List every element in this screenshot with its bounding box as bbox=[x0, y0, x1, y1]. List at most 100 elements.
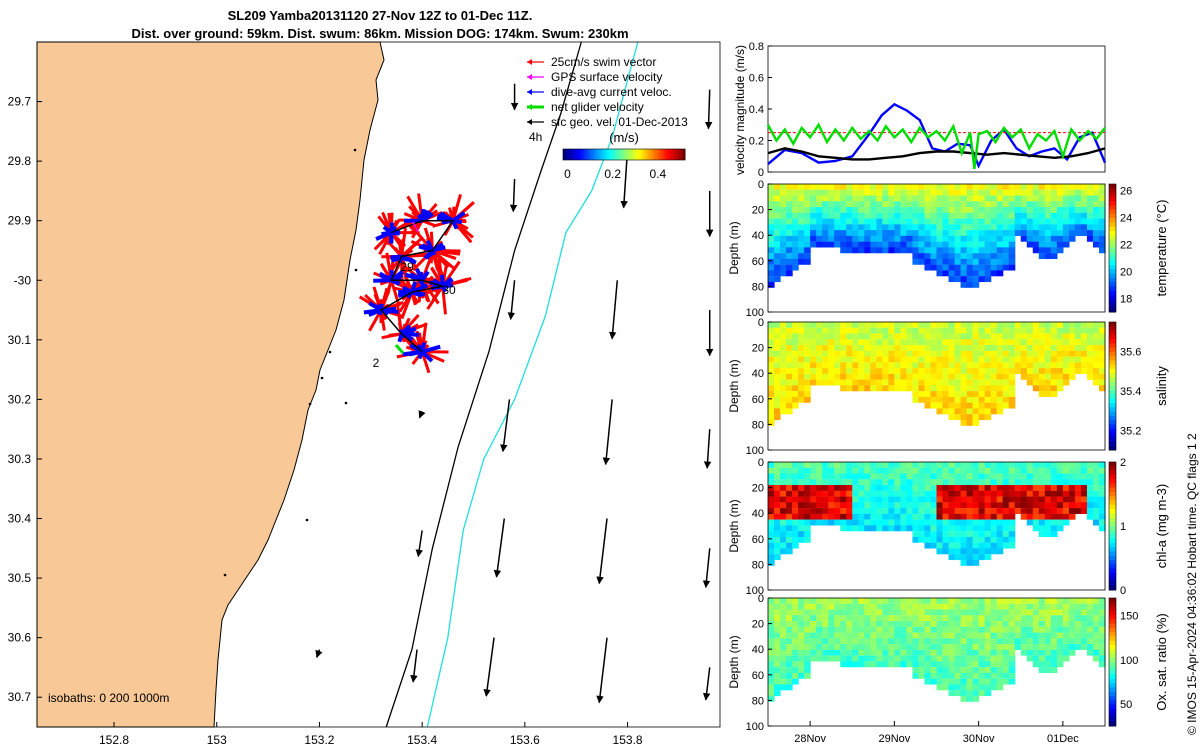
profile-cell bbox=[846, 195, 853, 202]
profile-cell bbox=[786, 485, 793, 491]
profile-cell bbox=[990, 479, 998, 486]
profile-cell bbox=[768, 615, 775, 622]
profile-cell bbox=[870, 195, 877, 202]
profile-cell bbox=[1002, 678, 1010, 685]
profile-cell bbox=[816, 368, 823, 374]
profile-cell bbox=[870, 224, 877, 231]
depth-tick-label: 100 bbox=[746, 585, 764, 597]
profile-cell bbox=[774, 644, 781, 650]
profile-cell bbox=[870, 247, 877, 254]
profile-cell bbox=[840, 462, 847, 468]
dive-avg-current-vector bbox=[414, 268, 424, 282]
colorbar-cell bbox=[651, 149, 655, 160]
profile-cell bbox=[840, 485, 847, 491]
legend-swatch-head bbox=[527, 119, 532, 125]
profile-cell bbox=[996, 218, 1004, 225]
profile-cell bbox=[1050, 350, 1058, 357]
profile-cell bbox=[1068, 333, 1076, 340]
profile-cell bbox=[1056, 362, 1064, 369]
colorbar-cell bbox=[1109, 585, 1116, 591]
profile-cell bbox=[918, 519, 926, 526]
profile-cell bbox=[996, 519, 1004, 526]
profile-cell bbox=[1038, 362, 1046, 369]
profile-cell bbox=[822, 496, 829, 503]
profile-cell bbox=[828, 201, 835, 208]
colorbar-frame bbox=[1108, 597, 1117, 727]
colorbar-cell bbox=[1109, 487, 1116, 493]
profile-cell bbox=[954, 224, 962, 231]
profile-cell bbox=[912, 230, 920, 236]
profile-cell bbox=[948, 508, 956, 514]
profile-cell bbox=[870, 513, 877, 520]
profile-cell bbox=[888, 241, 895, 248]
profile-cell bbox=[954, 467, 962, 474]
profile-cell bbox=[894, 368, 901, 374]
profile-cell bbox=[1038, 655, 1046, 662]
profile-cell bbox=[894, 655, 901, 662]
profile-cell bbox=[1068, 362, 1076, 369]
profile-cell bbox=[936, 508, 944, 514]
colorbar-cell bbox=[1109, 343, 1116, 349]
profile-cell bbox=[768, 224, 775, 231]
profile-cell bbox=[900, 609, 908, 616]
profile-cell bbox=[768, 649, 775, 656]
dive-avg-current-vector bbox=[368, 301, 383, 312]
profile-cell bbox=[858, 362, 865, 369]
profile-cell bbox=[924, 655, 932, 662]
gps-velocity-vector bbox=[412, 221, 419, 233]
profile-cell bbox=[1038, 379, 1046, 386]
speed-colorbar-tick: 0.4 bbox=[650, 167, 667, 181]
profile-cell bbox=[900, 519, 908, 526]
profile-cell bbox=[960, 603, 968, 610]
profile-cell bbox=[1032, 362, 1040, 369]
profile-cell bbox=[870, 632, 877, 639]
profile-cell bbox=[780, 467, 787, 474]
profile-cell bbox=[990, 270, 998, 277]
profile-cell bbox=[1074, 467, 1082, 474]
profile-cell bbox=[996, 373, 1004, 380]
profile-cell bbox=[804, 667, 811, 674]
profile-cell bbox=[774, 542, 781, 549]
profile-cell bbox=[1068, 615, 1076, 622]
profile-cell bbox=[846, 235, 853, 242]
profile-cell bbox=[960, 333, 968, 340]
profile-cell bbox=[918, 350, 926, 357]
profile-cell bbox=[1002, 230, 1010, 236]
profile-cell bbox=[1056, 609, 1064, 616]
profile-cell bbox=[774, 467, 781, 474]
profile-cell bbox=[1038, 247, 1046, 254]
profile-cell bbox=[786, 513, 793, 520]
profile-cell bbox=[924, 542, 932, 549]
profile-cell bbox=[1038, 462, 1046, 468]
profile-cell bbox=[900, 615, 908, 622]
profile-cell bbox=[780, 548, 787, 555]
profile-cell bbox=[990, 684, 998, 691]
profile-cell bbox=[888, 649, 895, 656]
profile-cell bbox=[978, 189, 986, 196]
profile-cell bbox=[864, 462, 871, 468]
profile-cell bbox=[1074, 356, 1082, 363]
profile-cell bbox=[966, 690, 974, 697]
profile-cell bbox=[1032, 502, 1040, 509]
profile-cell bbox=[954, 598, 962, 604]
profile-cell bbox=[870, 603, 877, 610]
profile-cell bbox=[966, 276, 974, 283]
profile-cell bbox=[942, 536, 950, 543]
profile-cell bbox=[798, 467, 805, 474]
profile-cell bbox=[1038, 485, 1046, 491]
profile-cell bbox=[846, 322, 853, 328]
profile-cell bbox=[984, 609, 992, 616]
profile-cell bbox=[810, 230, 817, 236]
profile-cell bbox=[930, 502, 938, 509]
profile-cell bbox=[948, 678, 956, 685]
profile-cell bbox=[978, 247, 986, 254]
profile-cell bbox=[942, 235, 950, 242]
profile-frame bbox=[767, 461, 1106, 591]
profile-cell bbox=[858, 218, 865, 225]
profile-cell bbox=[984, 508, 992, 514]
profile-cell bbox=[948, 603, 956, 610]
profile-cell bbox=[870, 230, 877, 236]
profile-cell bbox=[972, 333, 980, 340]
profile-cell bbox=[786, 241, 793, 248]
